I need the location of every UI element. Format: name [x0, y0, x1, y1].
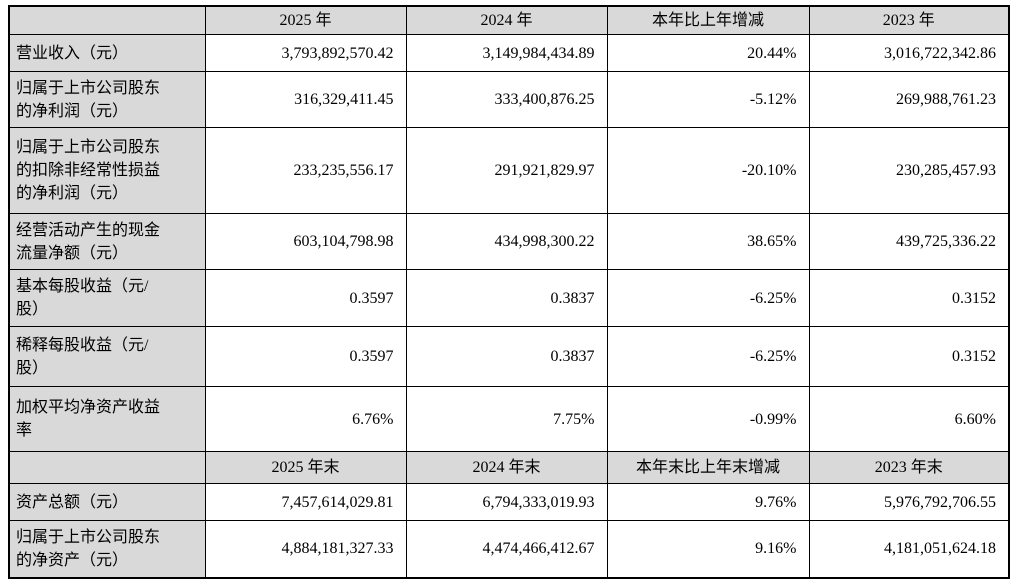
cell-2023: 269,988,761.23 [808, 71, 1010, 129]
row-label: 基本每股收益（元/股） [8, 269, 206, 328]
header-2024: 2024 年 [405, 5, 608, 36]
cell-2025: 7,457,614,029.81 [204, 483, 407, 522]
cell-2024: 4,474,466,412.67 [405, 520, 608, 579]
table-row-net-profit: 归属于上市公司股东的净利润（元） 316,329,411.45 333,400,… [8, 71, 1010, 129]
cell-change: -20.10% [606, 127, 810, 215]
cell-change: -6.25% [606, 269, 810, 328]
table-row-revenue: 营业收入（元） 3,793,892,570.42 3,149,984,434.8… [8, 34, 1010, 73]
row-label-text: 加权平均净资产收益率 [16, 399, 161, 440]
row-label: 稀释每股收益（元/股） [8, 326, 206, 388]
cell-2024: 333,400,876.25 [405, 71, 608, 129]
table-row-net-assets: 归属于上市公司股东的净资产（元） 4,884,181,327.33 4,474,… [8, 520, 1010, 579]
header-2023-yearend: 2023 年末 [808, 451, 1010, 485]
table-row-diluted-eps: 稀释每股收益（元/股） 0.3597 0.3837 -6.25% 0.3152 [8, 326, 1010, 388]
cell-2024: 0.3837 [405, 326, 608, 388]
row-label: 归属于上市公司股东的净资产（元） [8, 520, 206, 579]
cell-change: 9.16% [606, 520, 810, 579]
cell-2025: 3,793,892,570.42 [204, 34, 407, 73]
cell-2023: 4,181,051,624.18 [808, 520, 1010, 579]
cell-2023: 0.3152 [808, 269, 1010, 328]
cell-2025: 0.3597 [204, 269, 407, 328]
row-label-text: 营业收入（元） [16, 44, 129, 62]
cell-2023: 5,976,792,706.55 [808, 483, 1010, 522]
cell-2025: 4,884,181,327.33 [204, 520, 407, 579]
table-header-row-annual: 2025 年 2024 年 本年比上年增减 2023 年 [8, 5, 1010, 36]
row-label-text: 归属于上市公司股东的扣除非经常性损益的净利润（元） [16, 138, 161, 203]
header-2025: 2025 年 [204, 5, 407, 36]
row-label: 营业收入（元） [8, 34, 206, 73]
cell-2024: 0.3837 [405, 269, 608, 328]
cell-2025: 0.3597 [204, 326, 407, 388]
cell-2024: 3,149,984,434.89 [405, 34, 608, 73]
cell-2025: 6.76% [204, 386, 407, 453]
header-2023: 2023 年 [808, 5, 1010, 36]
table-row-basic-eps: 基本每股收益（元/股） 0.3597 0.3837 -6.25% 0.3152 [8, 269, 1010, 328]
cell-2023: 230,285,457.93 [808, 127, 1010, 215]
cell-change: 9.76% [606, 483, 810, 522]
header-2025-yearend: 2025 年末 [204, 451, 407, 485]
cell-2023: 0.3152 [808, 326, 1010, 388]
row-label-text: 归属于上市公司股东的净资产（元） [16, 528, 161, 569]
row-label: 经营活动产生的现金流量净额（元） [8, 213, 206, 271]
row-label-text: 资产总额（元） [16, 493, 129, 511]
cell-change: -6.25% [606, 326, 810, 388]
cell-change: 38.65% [606, 213, 810, 271]
row-label: 加权平均净资产收益率 [8, 386, 206, 453]
table-row-operating-cash-flow: 经营活动产生的现金流量净额（元） 603,104,798.98 434,998,… [8, 213, 1010, 271]
row-label-text: 基本每股收益（元/股） [16, 278, 149, 319]
table-row-total-assets: 资产总额（元） 7,457,614,029.81 6,794,333,019.9… [8, 483, 1010, 522]
table-row-net-profit-excl-nonrecurring: 归属于上市公司股东的扣除非经常性损益的净利润（元） 233,235,556.17… [8, 127, 1010, 215]
row-label-text: 稀释每股收益（元/股） [16, 336, 149, 377]
cell-2024: 434,998,300.22 [405, 213, 608, 271]
header-2024-yearend: 2024 年末 [405, 451, 608, 485]
row-label-text: 归属于上市公司股东的净利润（元） [16, 79, 161, 120]
table-row-weighted-avg-roe: 加权平均净资产收益率 6.76% 7.75% -0.99% 6.60% [8, 386, 1010, 453]
header-blank-cell [8, 451, 206, 485]
header-yoy-change: 本年比上年增减 [606, 5, 810, 36]
cell-change: -0.99% [606, 386, 810, 453]
cell-change: 20.44% [606, 34, 810, 73]
row-label-text: 经营活动产生的现金流量净额（元） [16, 221, 161, 262]
cell-change: -5.12% [606, 71, 810, 129]
cell-2024: 6,794,333,019.93 [405, 483, 608, 522]
row-label: 归属于上市公司股东的扣除非经常性损益的净利润（元） [8, 127, 206, 215]
financial-summary-table: 2025 年 2024 年 本年比上年增减 2023 年 营业收入（元） 3,7… [8, 5, 1010, 579]
header-blank-cell [8, 5, 206, 36]
cell-2025: 316,329,411.45 [204, 71, 407, 129]
cell-2025: 233,235,556.17 [204, 127, 407, 215]
table-header-row-yearend: 2025 年末 2024 年末 本年末比上年末增减 2023 年末 [8, 451, 1010, 485]
cell-2023: 439,725,336.22 [808, 213, 1010, 271]
cell-2024: 7.75% [405, 386, 608, 453]
cell-2023: 3,016,722,342.86 [808, 34, 1010, 73]
cell-2024: 291,921,829.97 [405, 127, 608, 215]
header-yearend-change: 本年末比上年末增减 [606, 451, 810, 485]
cell-2023: 6.60% [808, 386, 1010, 453]
row-label: 归属于上市公司股东的净利润（元） [8, 71, 206, 129]
cell-2025: 603,104,798.98 [204, 213, 407, 271]
row-label: 资产总额（元） [8, 483, 206, 522]
